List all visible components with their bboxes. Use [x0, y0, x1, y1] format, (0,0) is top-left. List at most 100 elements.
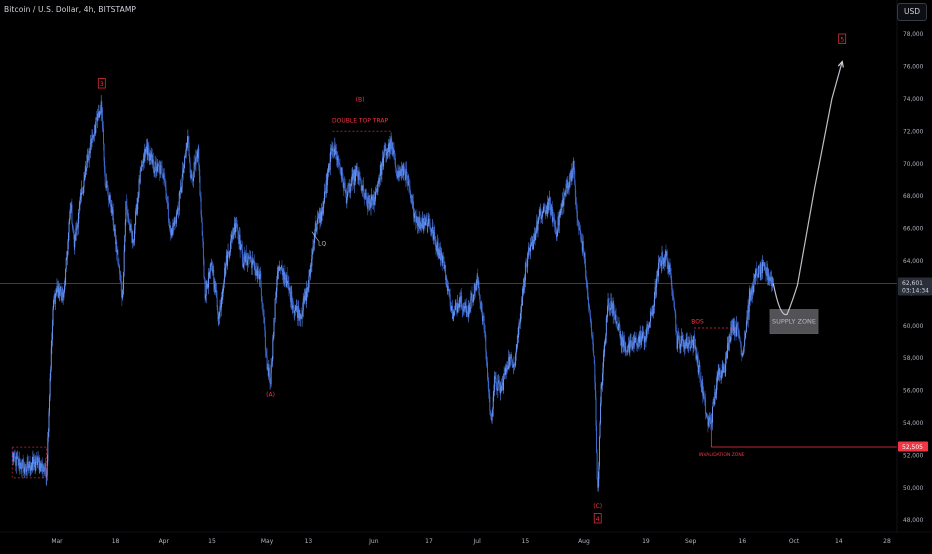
candle[interactable] [281, 265, 283, 269]
candle[interactable] [539, 211, 541, 216]
candle[interactable] [284, 272, 286, 280]
candle[interactable] [596, 425, 598, 453]
candle[interactable] [428, 218, 430, 220]
candle[interactable] [542, 211, 544, 213]
candle[interactable] [43, 469, 45, 471]
candle[interactable] [185, 148, 187, 156]
candle[interactable] [394, 153, 396, 164]
candle[interactable] [177, 208, 178, 214]
candle[interactable] [135, 205, 137, 212]
candle[interactable] [237, 228, 239, 232]
candle[interactable] [205, 295, 207, 299]
candle[interactable] [445, 278, 447, 280]
candle[interactable] [258, 270, 259, 277]
candle[interactable] [338, 163, 340, 165]
candle[interactable] [129, 223, 131, 231]
candle[interactable] [333, 151, 335, 152]
candle[interactable] [761, 262, 763, 274]
candle[interactable] [647, 327, 649, 329]
candle[interactable] [508, 357, 510, 367]
candle[interactable] [663, 257, 665, 265]
candle[interactable] [35, 456, 37, 464]
candle[interactable] [101, 107, 103, 125]
candle[interactable] [301, 315, 303, 319]
candle[interactable] [294, 310, 296, 312]
candle[interactable] [267, 368, 269, 376]
candle[interactable] [718, 368, 720, 375]
candle[interactable] [726, 352, 728, 359]
candle[interactable] [487, 362, 488, 379]
candle[interactable] [719, 368, 721, 377]
candle[interactable] [210, 262, 212, 265]
candle[interactable] [662, 252, 664, 263]
candle[interactable] [461, 296, 463, 309]
candle[interactable] [670, 268, 672, 275]
candle[interactable] [286, 274, 288, 287]
candle[interactable] [155, 163, 157, 172]
candle[interactable] [512, 365, 514, 368]
candle[interactable] [133, 240, 135, 243]
candle[interactable] [664, 259, 666, 263]
candle[interactable] [303, 298, 305, 303]
candle[interactable] [202, 235, 204, 242]
candle[interactable] [501, 384, 503, 392]
candle[interactable] [265, 350, 267, 351]
candle[interactable] [453, 311, 455, 313]
candle[interactable] [569, 181, 571, 186]
candle[interactable] [551, 206, 553, 208]
candle[interactable] [636, 345, 638, 347]
candle[interactable] [692, 339, 694, 349]
candle[interactable] [674, 306, 676, 311]
candle[interactable] [128, 218, 130, 222]
candle[interactable] [611, 302, 613, 309]
candle[interactable] [218, 312, 220, 317]
candle[interactable] [526, 266, 528, 267]
candle[interactable] [554, 221, 556, 227]
candle[interactable] [476, 280, 478, 286]
candle[interactable] [307, 287, 309, 289]
candle[interactable] [524, 263, 526, 281]
candle[interactable] [305, 291, 307, 301]
candle[interactable] [413, 216, 415, 218]
candle[interactable] [483, 316, 485, 330]
candle[interactable] [55, 293, 57, 295]
candle[interactable] [611, 301, 612, 309]
candle[interactable] [266, 355, 268, 370]
candle[interactable] [450, 306, 452, 311]
candle[interactable] [134, 224, 136, 230]
candle[interactable] [310, 264, 312, 267]
candle[interactable] [495, 377, 497, 387]
candle[interactable] [39, 463, 41, 471]
candle[interactable] [576, 205, 577, 207]
candle[interactable] [384, 149, 386, 151]
candle[interactable] [520, 304, 522, 313]
candle[interactable] [655, 286, 657, 296]
candle[interactable] [582, 241, 584, 253]
candle[interactable] [255, 270, 257, 276]
candle[interactable] [457, 302, 459, 313]
candle[interactable] [76, 228, 77, 230]
candle[interactable] [642, 331, 644, 333]
candle[interactable] [197, 148, 199, 153]
candle[interactable] [560, 208, 562, 211]
candle[interactable] [651, 311, 653, 316]
candle[interactable] [340, 172, 342, 176]
candle[interactable] [320, 211, 321, 223]
candle[interactable] [79, 199, 81, 204]
candle[interactable] [724, 370, 726, 373]
candle[interactable] [331, 147, 333, 151]
candle[interactable] [484, 332, 486, 335]
candle[interactable] [274, 298, 276, 319]
candle[interactable] [302, 310, 304, 316]
candle[interactable] [623, 339, 624, 347]
candle[interactable] [382, 157, 384, 167]
candle[interactable] [716, 375, 718, 385]
candle[interactable] [536, 220, 538, 233]
candle[interactable] [389, 139, 391, 153]
candle[interactable] [470, 293, 472, 297]
candle[interactable] [44, 463, 46, 471]
candle[interactable] [269, 378, 271, 384]
candle[interactable] [117, 250, 119, 263]
candle[interactable] [287, 281, 289, 284]
candle[interactable] [217, 307, 219, 314]
